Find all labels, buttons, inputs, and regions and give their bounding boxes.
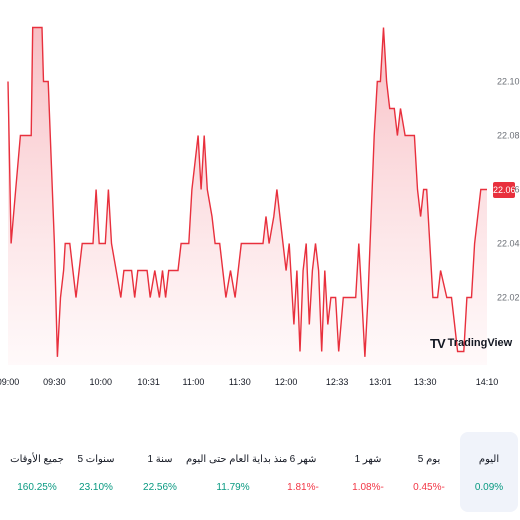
price-axis-tick: 22.02	[497, 293, 520, 303]
period-change: 0.09%	[474, 482, 504, 493]
period-label: 5 سنوات	[77, 454, 115, 465]
time-axis-tick: 12:00	[275, 377, 298, 387]
time-axis-tick: 09:30	[43, 377, 66, 387]
price-axis-tick: 22.10	[497, 77, 520, 87]
period-all-time[interactable]: جميع الأوقات 160.25%	[4, 432, 70, 512]
period-label: 1 سنة	[147, 454, 173, 465]
price-axis-tick: 22.08	[497, 131, 520, 141]
price-chart[interactable]: 22.10 22.08 22.06 22.04 22.02 09:00 09:30 10:00…	[0, 0, 520, 400]
time-axis-tick: 12:33	[326, 377, 349, 387]
period-1-year[interactable]: 1 سنة 22.56%	[133, 432, 187, 512]
price-line	[7, 26, 487, 357]
period-change: 1.81%-	[287, 482, 319, 493]
period-label: 6 شهر	[289, 454, 317, 465]
time-axis-tick: 13:30	[414, 377, 437, 387]
time-axis-tick: 11:30	[229, 377, 251, 387]
price-area-fill	[8, 27, 487, 365]
period-5-days[interactable]: 5 يوم 0.45%-	[402, 432, 456, 512]
period-ytd[interactable]: منذ بداية العام حتى اليوم 11.79%	[186, 432, 288, 512]
time-axis-tick: 10:00	[89, 377, 112, 387]
time-axis-tick: 13:01	[369, 377, 392, 387]
period-5-years[interactable]: 5 سنوات 23.10%	[68, 432, 124, 512]
time-axis-tick: 14:10	[476, 377, 499, 387]
period-change: 160.25%	[17, 482, 57, 493]
period-1-month[interactable]: 1 شهر 1.08%-	[341, 432, 395, 512]
period-label: جميع الأوقات	[10, 454, 64, 465]
time-axis-tick: 10:31	[137, 377, 160, 387]
time-axis-tick: 11:00	[182, 377, 204, 387]
last-price-badge: 22.06	[493, 181, 516, 198]
tradingview-logo-text: TradingView	[447, 337, 513, 349]
tradingview-logo[interactable]: TV TradingView	[430, 335, 512, 351]
period-change: 23.10%	[79, 482, 113, 493]
period-change: 0.45%-	[413, 482, 445, 493]
tradingview-logo-icon: TV	[430, 335, 446, 351]
period-label: 1 شهر	[354, 454, 382, 465]
period-today[interactable]: اليوم 0.09%	[460, 432, 518, 512]
period-label: اليوم	[478, 454, 500, 465]
period-change: 1.08%-	[352, 482, 384, 493]
period-change: 11.79%	[216, 482, 250, 493]
price-axis-tick: 22.04	[497, 239, 520, 249]
period-6-months[interactable]: 6 شهر 1.81%-	[276, 432, 330, 512]
performance-periods: اليوم 0.09% 5 يوم 0.45%- 1 شهر 1.08%- 6 …	[0, 432, 520, 520]
time-axis-tick: 09:00	[0, 377, 19, 387]
period-label: 5 يوم	[417, 454, 441, 465]
period-change: 22.56%	[143, 482, 177, 493]
period-label: منذ بداية العام حتى اليوم	[186, 454, 288, 465]
